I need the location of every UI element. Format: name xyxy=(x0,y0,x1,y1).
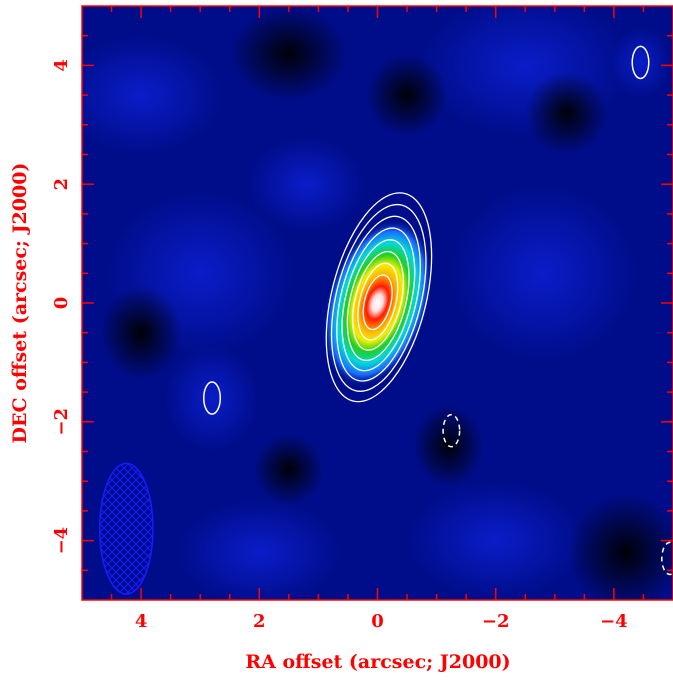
contour-layer xyxy=(202,45,673,576)
negative-contour xyxy=(442,413,461,448)
noise-trough xyxy=(525,71,608,155)
source-contour xyxy=(346,239,410,362)
x-tick-label: −2 xyxy=(482,611,510,632)
x-tick-label: 2 xyxy=(253,611,266,632)
noise-peak xyxy=(164,344,260,452)
noise-peak xyxy=(82,35,224,155)
x-tick-label: −4 xyxy=(600,611,628,632)
x-axis-label: RA offset (arcsec; J2000) xyxy=(245,651,510,673)
noise-trough xyxy=(566,493,673,600)
x-tick-label: 0 xyxy=(371,611,384,632)
source-contour xyxy=(336,215,421,382)
noise-trough xyxy=(229,6,348,102)
noise-trough xyxy=(99,285,183,381)
noise-contour xyxy=(631,45,650,80)
noise-peak xyxy=(176,499,343,600)
source-contour xyxy=(330,203,427,392)
axis-ticks xyxy=(82,6,673,600)
source-contour xyxy=(357,262,399,341)
noise-trough xyxy=(253,433,325,505)
beam-layer xyxy=(98,462,154,595)
noise-peak xyxy=(610,26,671,99)
map-image xyxy=(82,6,673,600)
beam-ellipse xyxy=(98,462,154,595)
axis-tick-labels: 4 2 0 −2 −4 −4 −2 0 2 4 xyxy=(51,59,628,632)
y-tick-label: −4 xyxy=(51,527,72,555)
x-tick-label: 4 xyxy=(135,611,148,632)
source-contour xyxy=(341,227,416,372)
noise-peak xyxy=(448,184,638,363)
y-tick-label: −2 xyxy=(51,408,72,436)
y-tick-label: 0 xyxy=(51,297,72,310)
noise-contour xyxy=(202,381,222,415)
source-contour xyxy=(325,192,433,403)
y-axis-label: DEC offset (arcsec; J2000) xyxy=(9,163,31,444)
source-contour xyxy=(352,250,405,351)
y-tick-label: 4 xyxy=(51,59,72,72)
source-contour xyxy=(362,274,393,331)
negative-contour xyxy=(661,541,673,576)
noise-peak xyxy=(407,481,585,600)
noise-trough xyxy=(365,53,449,137)
noise-peak xyxy=(247,136,366,232)
y-tick-label: 2 xyxy=(51,178,72,191)
